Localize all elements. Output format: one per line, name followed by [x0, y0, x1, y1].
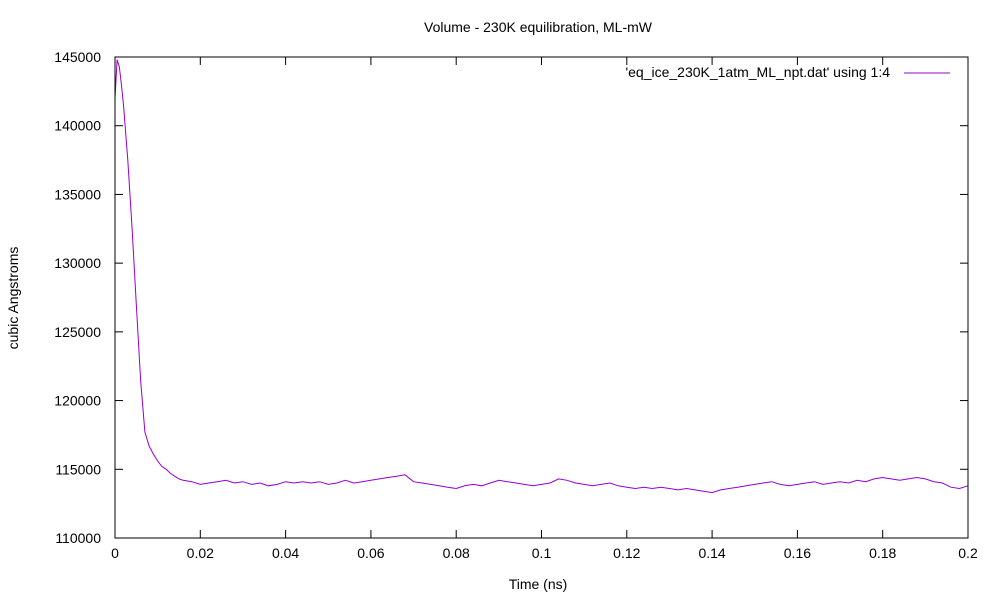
x-tick-label: 0.16 — [784, 545, 811, 561]
tick-labels: 0 0.02 0.04 0.06 0.08 0.1 0.12 0.14 0.16 0.18 0.2 1… — [54, 49, 978, 561]
y-tick-label: 125000 — [54, 324, 101, 340]
x-tick-label: 0.18 — [869, 545, 896, 561]
y-tick-label: 145000 — [54, 49, 101, 65]
y-tick-label: 130000 — [54, 255, 101, 271]
series-line — [114, 59, 969, 494]
x-tick-label: 0 — [111, 545, 119, 561]
x-tick-label: 0.1 — [532, 545, 552, 561]
y-tick-label: 110000 — [55, 530, 101, 546]
y-tick-label: 115000 — [55, 461, 101, 477]
x-axis-label: Time (ns) — [509, 576, 568, 592]
plot-frame — [114, 56, 969, 539]
y-tick-label: 120000 — [54, 393, 101, 409]
chart-title: Volume - 230K equilibration, ML-mW — [424, 19, 653, 35]
y-tick-label: 140000 — [54, 118, 101, 134]
y-tick-label: 135000 — [54, 186, 101, 202]
legend: 'eq_ice_230K_1atm_ML_npt.dat' using 1:4 — [625, 64, 950, 80]
x-tick-label: 0.12 — [613, 545, 640, 561]
x-tick-label: 0.08 — [443, 545, 470, 561]
y-axis-label: cubic Angstroms — [5, 247, 21, 350]
x-tick-label: 0.14 — [698, 545, 725, 561]
x-tick-label: 0.06 — [357, 545, 384, 561]
x-tick-label: 0.2 — [958, 545, 978, 561]
axis-ticks — [114, 56, 969, 539]
x-tick-label: 0.02 — [187, 545, 214, 561]
x-tick-label: 0.04 — [272, 545, 299, 561]
legend-label: 'eq_ice_230K_1atm_ML_npt.dat' using 1:4 — [625, 64, 890, 80]
